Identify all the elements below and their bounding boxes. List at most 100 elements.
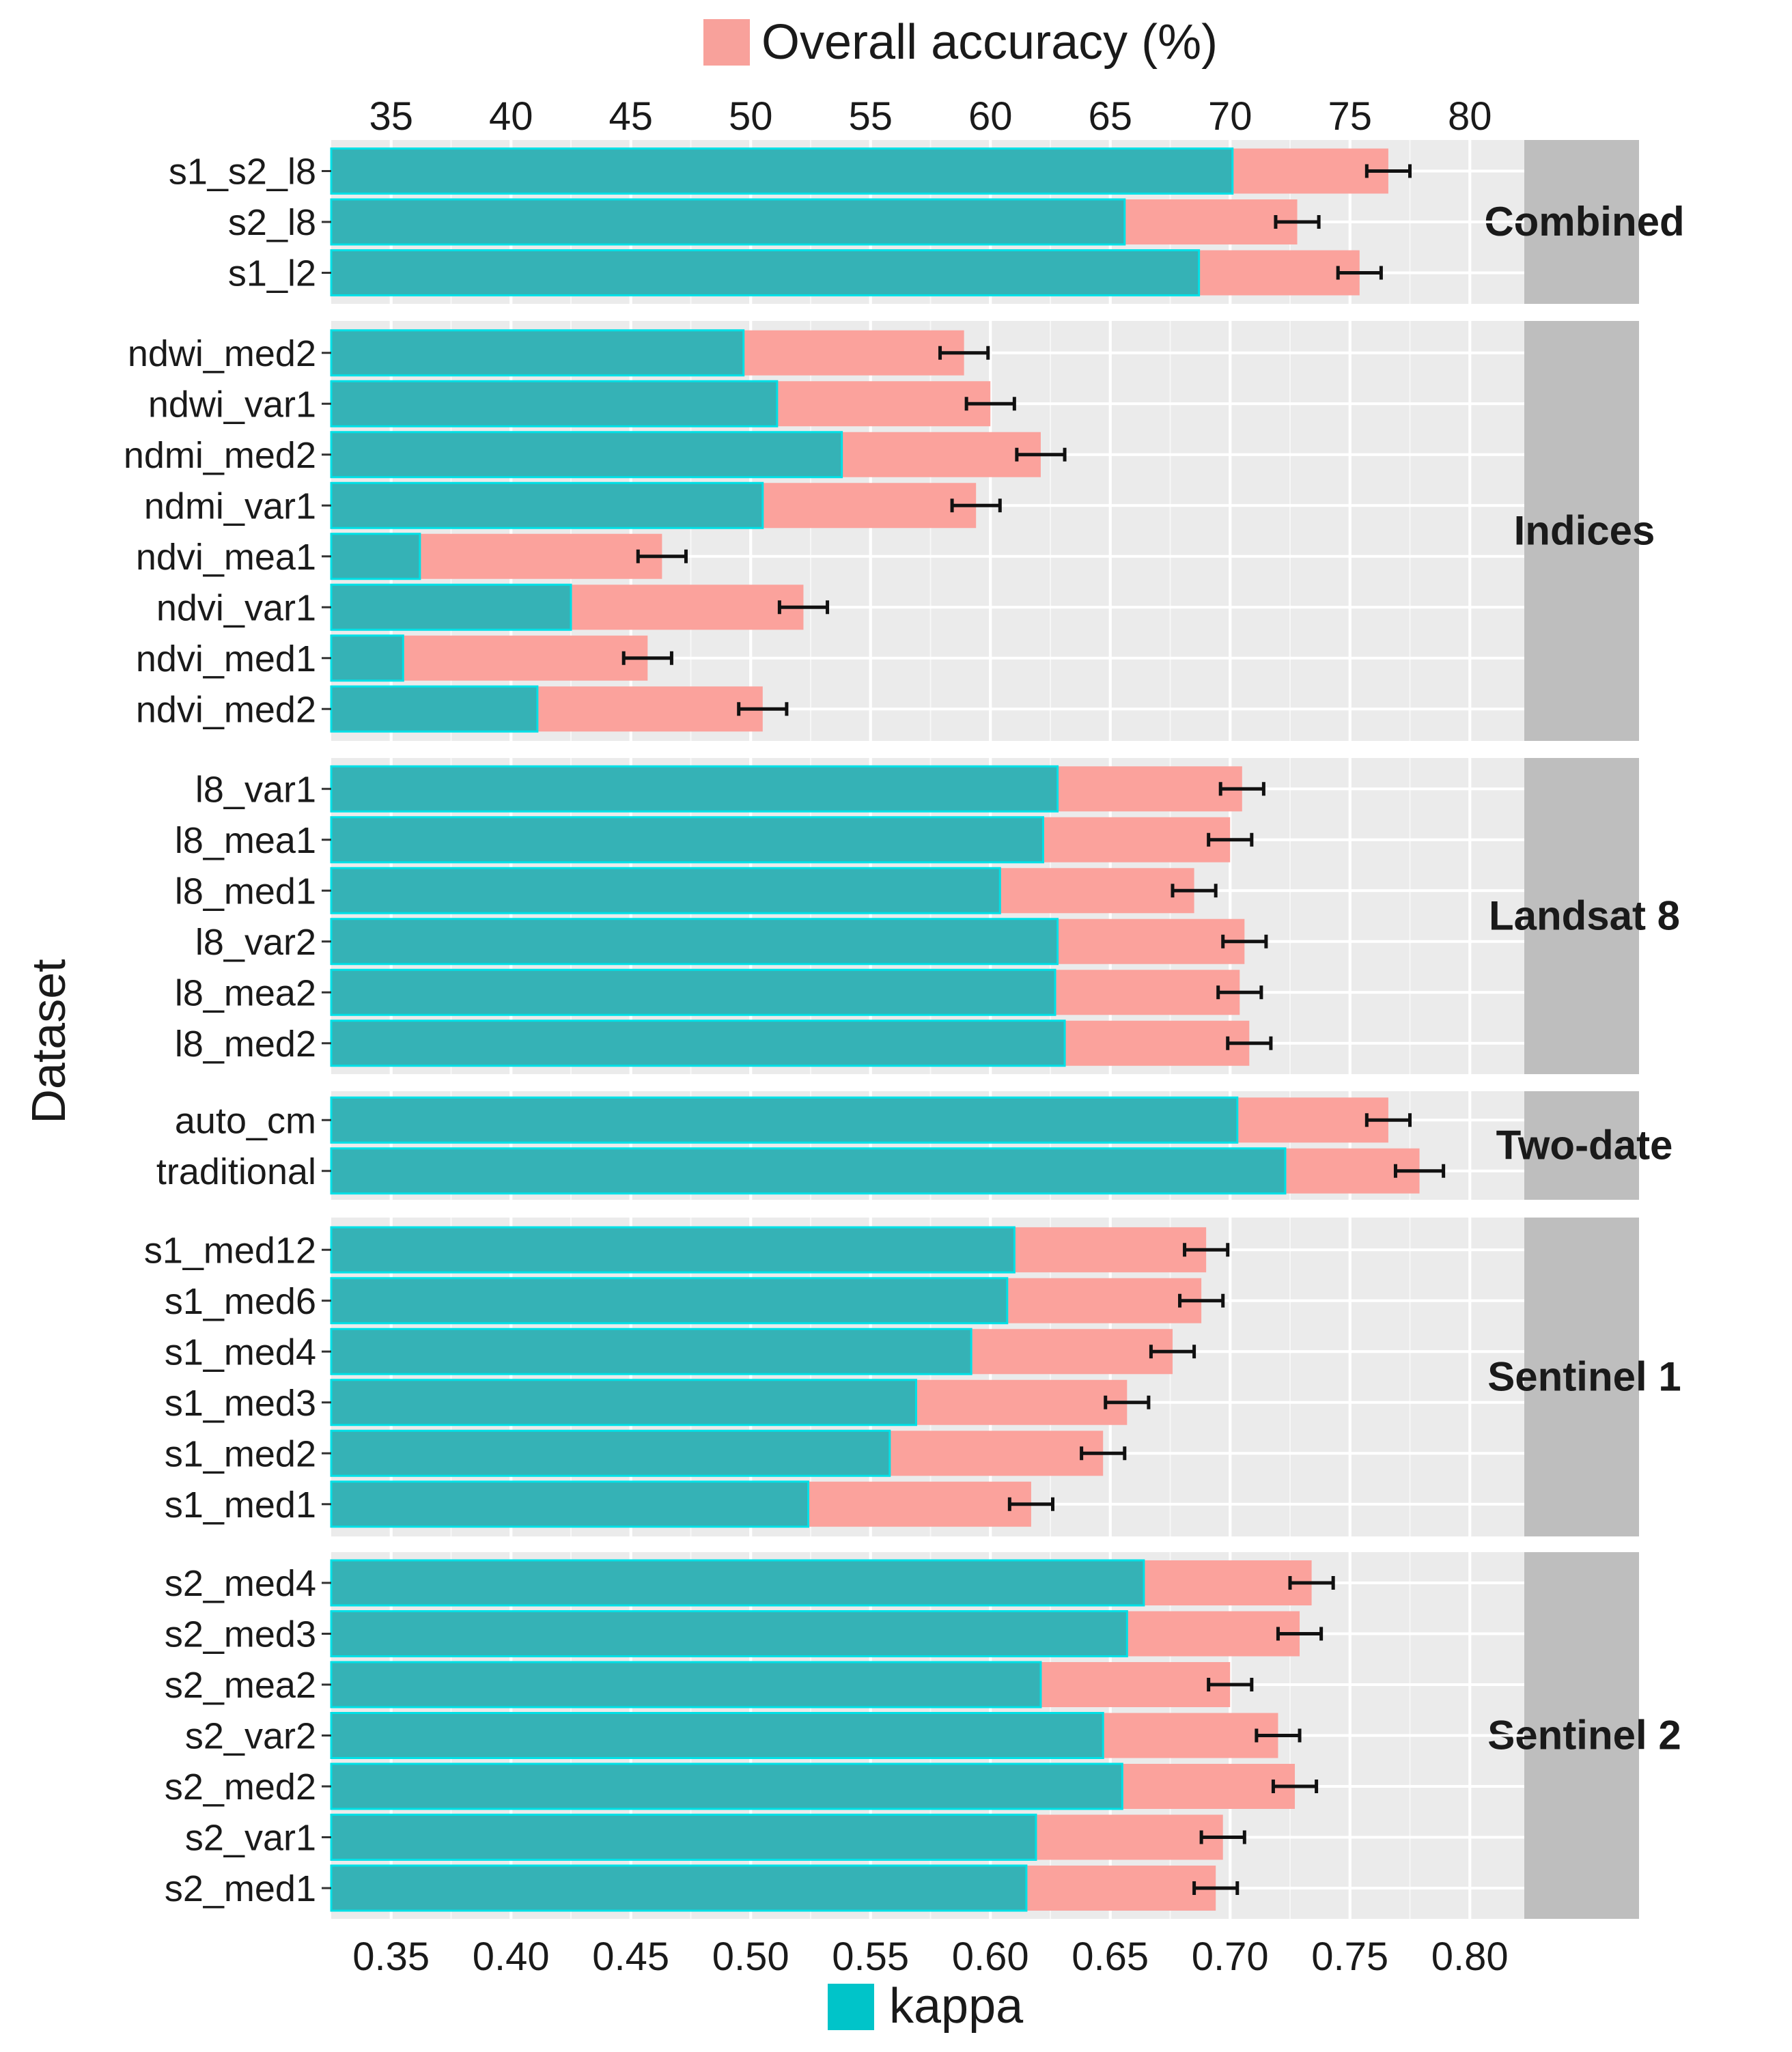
kappa-bar: [330, 1226, 1016, 1274]
legend-accuracy-label: Overall accuracy (%): [761, 15, 1218, 70]
bottom-axis: 0.35 0.40 0.45 0.50 0.55 0.60 0.65 0.70 0.75 0.80: [352, 1935, 1508, 1979]
category-label: ndvi_var1: [156, 587, 316, 628]
bottom-tick-label: 0.60: [952, 1935, 1029, 1979]
bottom-tick-label: 0.70: [1192, 1935, 1269, 1979]
kappa-bar: [330, 1480, 809, 1528]
kappa-bar: [330, 1559, 1145, 1607]
top-tick-label: 80: [1448, 94, 1492, 139]
kappa-bar: [330, 1277, 1009, 1325]
kappa-bar: [330, 583, 572, 631]
facet-strip-label: Indices: [1514, 508, 1655, 554]
top-tick-label: 50: [729, 94, 773, 139]
facet-strip: [1524, 758, 1639, 1074]
panel-sentinel-2: Sentinel 2s2_med4s2_med3s2_mea2s2_var2s2…: [165, 1552, 1681, 1919]
legend-kappa-label: kappa: [889, 1979, 1024, 2034]
y-axis-title: Dataset: [22, 959, 75, 1123]
kappa-bar: [330, 1327, 972, 1375]
top-tick-label: 35: [369, 94, 413, 139]
kappa-bar: [330, 147, 1234, 195]
kappa-bar: [330, 765, 1059, 813]
kappa-bar: [330, 431, 843, 479]
panel-sentinel-1: Sentinel 1 s1_med12 s1_med6 s1_med4 s1_med3s…: [144, 1218, 1681, 1536]
category-label: s2_med2: [165, 1767, 316, 1808]
category-label: s2_var2: [185, 1716, 316, 1757]
category-label: auto_cm: [175, 1100, 316, 1141]
panel-indices: Indices ndwi_med2 ndwi_var1 ndmi_med2 ndmi_v…: [124, 321, 1655, 741]
category-label: s2_mea2: [165, 1665, 316, 1706]
category-label: s1_med12: [144, 1230, 316, 1271]
kappa-bar: [330, 329, 745, 377]
top-tick-label: 45: [608, 94, 653, 139]
kappa-bar: [330, 634, 404, 682]
category-label: s2_l8: [228, 202, 316, 243]
category-label: s1_med2: [165, 1433, 316, 1474]
bottom-tick-label: 0.50: [712, 1935, 789, 1979]
bottom-tick-label: 0.35: [352, 1935, 430, 1979]
category-label: l8_var1: [195, 769, 316, 810]
facet-strip-label: Two-date: [1496, 1123, 1673, 1168]
kappa-bar: [330, 1379, 917, 1426]
kappa-bar: [330, 1096, 1239, 1144]
kappa-bar: [330, 816, 1044, 864]
top-tick-label: 40: [489, 94, 533, 139]
top-tick-label: 55: [848, 94, 893, 139]
legend-kappa-swatch: [828, 1984, 874, 2030]
category-label: l8_var2: [195, 922, 316, 963]
facet-strip: [1524, 321, 1639, 741]
category-label: s1_med3: [165, 1383, 316, 1424]
kappa-bar: [330, 249, 1201, 296]
kappa-bar: [330, 1147, 1287, 1195]
category-label: ndmi_var1: [144, 486, 316, 526]
kappa-bar: [330, 968, 1056, 1016]
facet-panels: Combineds1_s2_l8s2_l8s1_l2Indicesndwi_me…: [124, 140, 1685, 1919]
kappa-bar: [330, 867, 1001, 914]
kappa-bar: [330, 1762, 1123, 1810]
category-label: s2_med1: [165, 1868, 316, 1909]
legend-accuracy: Overall accuracy (%): [703, 15, 1218, 70]
kappa-bar: [330, 1020, 1066, 1067]
bottom-tick-label: 0.75: [1311, 1935, 1388, 1979]
category-label: s1_med4: [165, 1332, 316, 1373]
kappa-bar: [330, 380, 779, 427]
top-tick-label: 60: [968, 94, 1013, 139]
category-label: s1_med1: [165, 1485, 316, 1526]
facet-strip: [1524, 1091, 1639, 1200]
top-tick-label: 75: [1328, 94, 1372, 139]
facet-strip: [1524, 1218, 1639, 1536]
kappa-bar: [330, 481, 764, 529]
kappa-bar: [330, 1610, 1128, 1657]
category-label: s1_l2: [228, 253, 316, 294]
kappa-bar: [330, 1712, 1104, 1759]
legend-accuracy-swatch: [703, 19, 750, 66]
kappa-bar: [330, 1814, 1037, 1861]
category-label: ndmi_med2: [124, 435, 316, 476]
kappa-bar: [330, 1661, 1042, 1709]
kappa-bar: [330, 1429, 891, 1477]
bottom-tick-label: 0.45: [592, 1935, 669, 1979]
category-label: l8_mea2: [175, 972, 316, 1013]
category-label: l8_med1: [175, 871, 316, 912]
bottom-tick-label: 0.40: [473, 1935, 550, 1979]
category-label: l8_med2: [175, 1024, 316, 1065]
facet-strip-label: Landsat 8: [1489, 893, 1680, 939]
facet-strip: [1524, 1552, 1639, 1919]
kappa-bar: [330, 918, 1059, 966]
panel-landsat-8: Landsat 8 l8_var1 l8_mea1 l8_med1 l8_var2 l8_…: [175, 758, 1680, 1074]
category-label: s1_s2_l8: [169, 152, 316, 193]
category-label: s1_med6: [165, 1281, 316, 1322]
category-label: l8_mea1: [175, 820, 316, 861]
bottom-tick-label: 0.65: [1072, 1935, 1149, 1979]
facet-strip: [1524, 140, 1639, 304]
category-label: traditional: [156, 1151, 316, 1192]
kappa-bar: [330, 1864, 1028, 1912]
bottom-tick-label: 0.80: [1431, 1935, 1509, 1979]
legend-kappa: kappa: [828, 1979, 1024, 2034]
category-label: s2_med4: [165, 1563, 316, 1604]
kappa-bar: [330, 533, 421, 580]
category-label: ndvi_mea1: [136, 537, 316, 578]
top-tick-label: 70: [1208, 94, 1252, 139]
facet-strip-label: Sentinel 1: [1487, 1354, 1681, 1400]
category-label: s2_med3: [165, 1614, 316, 1655]
kappa-bar: [330, 198, 1126, 246]
